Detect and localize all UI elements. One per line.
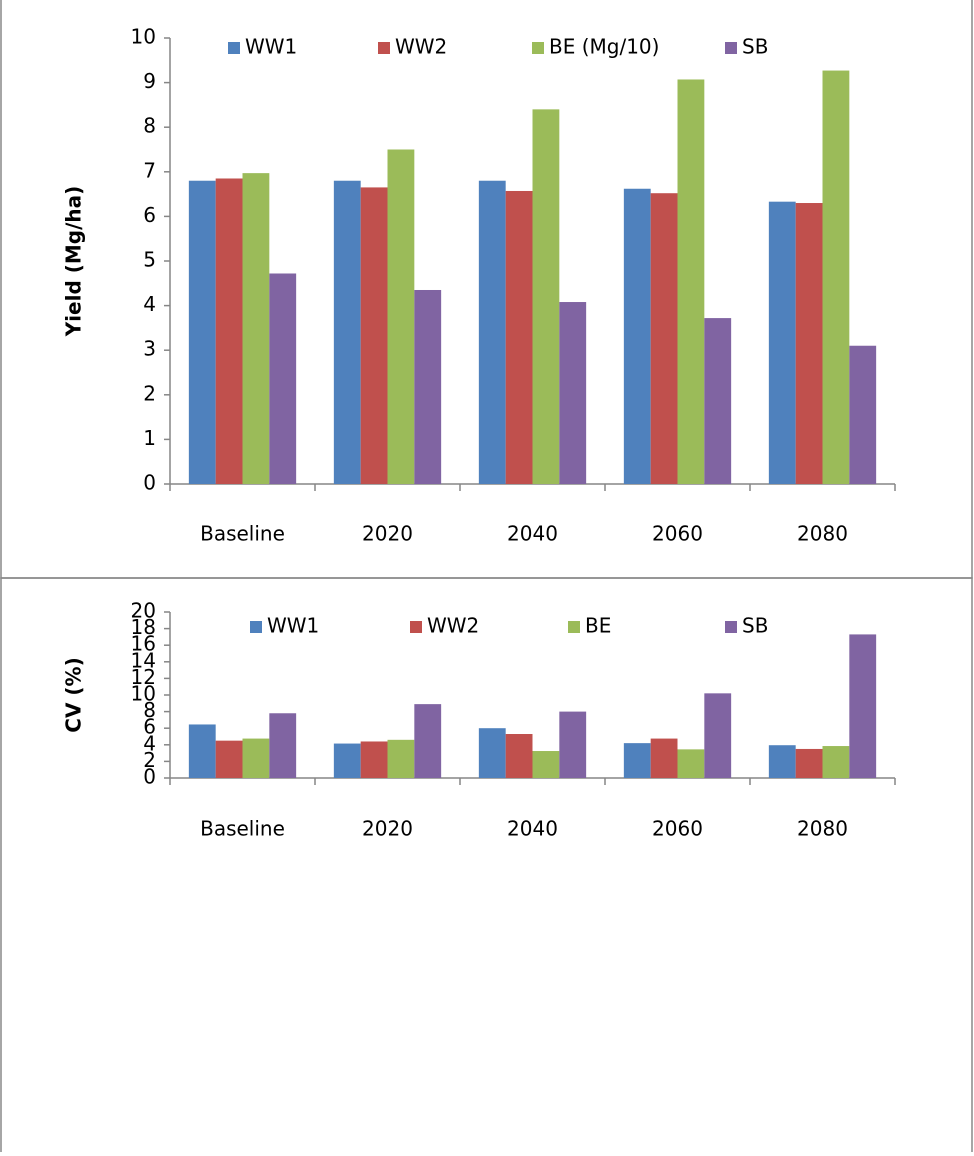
bar — [822, 70, 850, 485]
y-tick-label: 4 — [143, 731, 156, 755]
y-tick-label: 14 — [131, 648, 156, 672]
legend-label: WW2 — [427, 614, 479, 638]
bar — [822, 746, 850, 778]
bar — [242, 173, 270, 484]
y-tick-label: 1 — [143, 426, 156, 450]
legend-swatch — [532, 42, 544, 54]
legend-swatch — [228, 42, 240, 54]
x-tick-label: Baseline — [200, 817, 285, 841]
bar — [768, 745, 796, 778]
bar — [414, 289, 442, 484]
bar — [333, 180, 361, 484]
x-tick-label: 2020 — [362, 817, 413, 841]
bar — [269, 273, 297, 484]
y-tick-label: 4 — [143, 292, 156, 316]
legend-swatch — [725, 621, 737, 633]
bar — [387, 149, 415, 484]
x-tick-label: Baseline — [200, 522, 285, 546]
legend-label: WW2 — [395, 35, 447, 59]
y-tick-label: 0 — [143, 765, 156, 789]
legend-swatch — [250, 621, 262, 633]
y-tick-label: 5 — [143, 248, 156, 272]
y-tick-label: 20 — [131, 599, 156, 623]
bar — [650, 738, 678, 778]
bar — [559, 302, 587, 484]
bar — [269, 713, 297, 778]
bar — [414, 704, 442, 778]
x-tick-label: 2060 — [652, 817, 703, 841]
legend-label: BE (Mg/10) — [549, 35, 659, 59]
y-tick-label: 0 — [143, 471, 156, 495]
y-tick-label: 6 — [143, 715, 156, 739]
legend-swatch — [378, 42, 390, 54]
bar — [387, 739, 415, 778]
x-tick-label: 2060 — [652, 522, 703, 546]
bar — [478, 180, 506, 484]
bar — [188, 180, 216, 484]
y-tick-label: 18 — [131, 615, 156, 639]
y-axis-label: Yield (Mg/ha) — [62, 186, 86, 338]
bar — [849, 345, 877, 484]
bar — [215, 740, 243, 778]
y-tick-label: 3 — [143, 337, 156, 361]
bar — [623, 743, 651, 778]
legend-label: SB — [742, 35, 768, 59]
y-tick-label: 16 — [131, 632, 156, 656]
x-tick-label: 2080 — [797, 522, 848, 546]
bar — [360, 187, 388, 484]
legend-label: WW1 — [267, 614, 319, 638]
x-tick-label: 2040 — [507, 817, 558, 841]
y-tick-label: 8 — [143, 114, 156, 138]
y-tick-label: 6 — [143, 203, 156, 227]
bar — [650, 193, 678, 484]
y-tick-label: 12 — [131, 665, 156, 689]
y-tick-label: 7 — [143, 158, 156, 182]
bar — [768, 201, 796, 484]
bar — [559, 711, 587, 778]
bar — [215, 178, 243, 485]
bar — [478, 728, 506, 778]
y-axis-label: CV (%) — [62, 657, 86, 732]
bar — [623, 188, 651, 485]
legend-swatch — [568, 621, 580, 633]
bar — [704, 318, 732, 484]
y-tick-label: 10 — [131, 682, 156, 706]
bar — [677, 79, 705, 484]
bar — [795, 203, 823, 484]
bar — [333, 743, 361, 778]
y-tick-label: 2 — [143, 381, 156, 405]
bar — [677, 749, 705, 778]
x-tick-label: 2020 — [362, 522, 413, 546]
bar — [849, 634, 877, 778]
x-tick-label: 2080 — [797, 817, 848, 841]
bar — [360, 741, 388, 778]
y-tick-label: 10 — [131, 25, 156, 49]
legend-label: SB — [742, 614, 768, 638]
legend-label: BE — [585, 614, 611, 638]
y-tick-label: 9 — [143, 69, 156, 93]
legend-swatch — [410, 621, 422, 633]
bar — [795, 748, 823, 778]
legend-swatch — [725, 42, 737, 54]
bar — [505, 734, 533, 778]
bar — [242, 738, 270, 778]
bar — [188, 724, 216, 778]
legend-label: WW1 — [245, 35, 297, 59]
y-tick-label: 8 — [143, 698, 156, 722]
y-tick-label: 2 — [143, 748, 156, 772]
bar — [704, 693, 732, 778]
bar — [532, 751, 560, 778]
bar — [532, 109, 560, 485]
x-tick-label: 2040 — [507, 522, 558, 546]
bar — [505, 190, 533, 484]
